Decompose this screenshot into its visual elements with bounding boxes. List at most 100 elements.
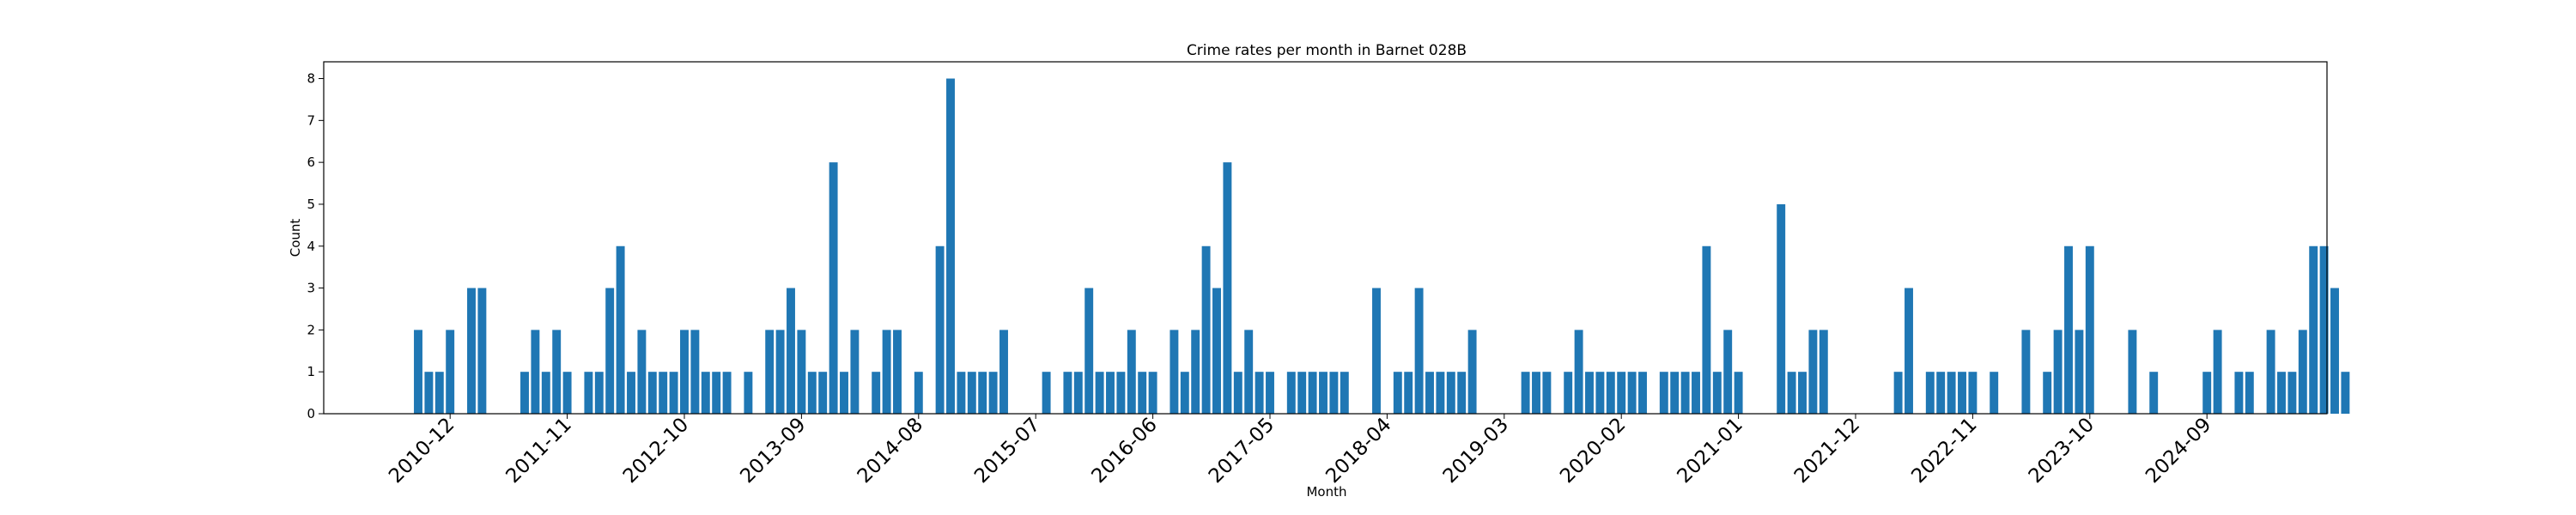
bar (1393, 372, 1402, 414)
bar (1692, 372, 1700, 414)
bar (1905, 288, 1913, 414)
x-tick-label: 2015-07 (970, 414, 1044, 488)
bar (914, 372, 923, 414)
bar (2085, 245, 2094, 414)
x-tick-label: 2012-10 (619, 414, 693, 488)
bar (2021, 330, 2031, 414)
y-axis-label: Count (288, 219, 303, 258)
bar (765, 330, 775, 414)
bar (1084, 288, 1094, 414)
bar (1457, 372, 1467, 414)
bar (446, 330, 455, 414)
bar (1255, 372, 1264, 414)
bar (1702, 245, 1711, 414)
bar (957, 372, 966, 414)
bar (2149, 372, 2159, 414)
bar (775, 330, 785, 414)
bar (1574, 330, 1583, 414)
x-tick-label: 2023-10 (2025, 414, 2099, 488)
y-tick-label: 0 (307, 406, 315, 421)
chart-title: Crime rates per month in Barnet 028B (1187, 42, 1467, 59)
x-tick-label: 2014-08 (854, 414, 927, 488)
bar (659, 372, 668, 414)
bar (669, 372, 678, 414)
x-tick-label: 2022-11 (1907, 414, 1981, 488)
x-tick-label: 2011-11 (501, 414, 575, 488)
bar (2234, 372, 2244, 414)
y-tick-label: 6 (307, 154, 315, 170)
bar (467, 288, 476, 414)
bar (414, 330, 422, 414)
bar (1670, 372, 1680, 414)
bar (1925, 372, 1935, 414)
bar (2277, 372, 2286, 414)
bar (1808, 330, 1818, 414)
bar (1223, 162, 1232, 414)
bar (605, 288, 615, 414)
bar (647, 372, 657, 414)
bar (1617, 372, 1626, 414)
bar (1073, 372, 1083, 414)
bar (2202, 372, 2212, 414)
bar (1138, 372, 1147, 414)
x-tick-label: 2024-09 (2142, 414, 2215, 488)
bar (531, 330, 540, 414)
bar (1521, 372, 1530, 414)
bar (978, 372, 987, 414)
bar (2043, 372, 2052, 414)
bar (2245, 372, 2254, 414)
bar (627, 372, 635, 414)
bar (1638, 372, 1647, 414)
bar (988, 372, 998, 414)
y-tick-label: 8 (307, 71, 315, 87)
bar (1446, 372, 1455, 414)
bar (2053, 330, 2063, 414)
bar (1244, 330, 1254, 414)
bar (2075, 330, 2084, 414)
bar (1063, 372, 1072, 414)
bar (1201, 245, 1211, 414)
y-tick-label: 1 (307, 364, 315, 379)
bar (1233, 372, 1242, 414)
bar (1712, 372, 1722, 414)
bar (1723, 330, 1733, 414)
bar (584, 372, 593, 414)
bar (2319, 245, 2329, 414)
bar (1329, 372, 1339, 414)
bar (1968, 372, 1978, 414)
x-axis-label: Month (1306, 484, 1346, 500)
bar (424, 372, 434, 414)
x-tick-label: 2010-12 (385, 414, 459, 488)
bar (1212, 288, 1221, 414)
bar (1297, 372, 1307, 414)
bar (872, 372, 881, 414)
bar (1148, 372, 1157, 414)
bar (1425, 372, 1434, 414)
bars-group (414, 78, 2350, 415)
bar (1532, 372, 1540, 414)
bar (1436, 372, 1445, 414)
bar (1595, 372, 1605, 414)
bar (2064, 245, 2073, 414)
bar (1170, 330, 1179, 414)
bar (787, 288, 795, 414)
x-tick-label: 2016-06 (1087, 414, 1161, 488)
bar (1340, 372, 1349, 414)
bar (1095, 372, 1104, 414)
bar (712, 372, 721, 414)
bar (434, 372, 444, 414)
bar (552, 330, 562, 414)
bar (1542, 372, 1552, 414)
bar (541, 372, 550, 414)
bar (2266, 330, 2275, 414)
bar (840, 372, 848, 414)
bar (2287, 372, 2297, 414)
bar (946, 78, 955, 415)
x-tick-label: 2021-12 (1790, 414, 1864, 488)
bar (1958, 372, 1966, 414)
bar (829, 162, 838, 414)
x-axis: 2010-12 2011-11 2012-10 2013-09 2014-08 2015-… (385, 414, 2215, 488)
x-tick-label: 2017-05 (1205, 414, 1279, 488)
y-axis: 0 1 2 3 4 5 6 7 8 (307, 71, 324, 421)
